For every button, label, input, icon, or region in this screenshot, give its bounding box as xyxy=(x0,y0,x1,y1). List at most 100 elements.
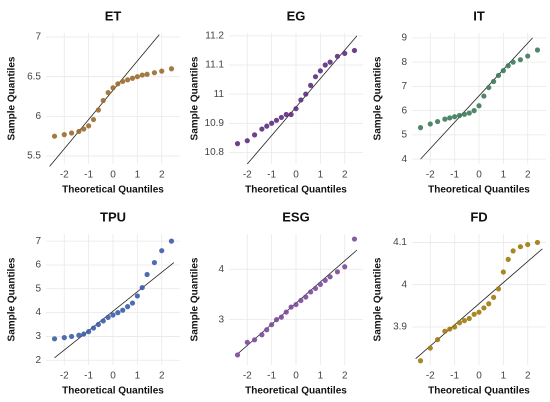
y-tick-label: 7 xyxy=(35,32,41,43)
x-tick-label: 1 xyxy=(318,371,324,382)
y-tick-label: 11.2 xyxy=(205,31,224,42)
point xyxy=(466,315,472,322)
point xyxy=(517,57,524,63)
panel-title: ET xyxy=(105,8,122,23)
point xyxy=(293,106,299,112)
point xyxy=(68,130,75,136)
point xyxy=(134,293,140,299)
point xyxy=(115,310,121,316)
point xyxy=(151,259,158,266)
point xyxy=(525,241,531,248)
point xyxy=(342,264,348,270)
point xyxy=(76,128,82,135)
point xyxy=(244,339,250,345)
x-tick-label: -2 xyxy=(243,371,252,382)
point xyxy=(303,294,309,300)
point xyxy=(456,320,463,326)
point xyxy=(168,238,175,244)
x-tick-label: -2 xyxy=(60,371,69,382)
point xyxy=(481,93,487,99)
point xyxy=(442,116,448,122)
point xyxy=(110,85,116,91)
point xyxy=(486,84,492,91)
point xyxy=(491,78,497,85)
point xyxy=(125,304,131,310)
point xyxy=(151,70,158,76)
point xyxy=(476,309,482,315)
point xyxy=(505,256,511,262)
point xyxy=(427,121,433,127)
point xyxy=(322,62,328,68)
x-tick-label: 1 xyxy=(318,170,324,181)
x-tick-label: 2 xyxy=(342,170,348,181)
y-tick-label: 4.1 xyxy=(393,237,407,248)
point xyxy=(476,103,482,109)
point xyxy=(139,284,145,291)
point xyxy=(264,327,270,333)
point xyxy=(303,91,309,97)
reference-line xyxy=(237,249,358,355)
point xyxy=(510,59,516,65)
point xyxy=(452,114,458,120)
point xyxy=(461,111,467,117)
point xyxy=(298,297,304,304)
point xyxy=(427,345,433,351)
point xyxy=(500,68,506,74)
x-tick-label: 2 xyxy=(342,371,348,382)
y-tick-label: 2 xyxy=(35,355,41,366)
point xyxy=(120,307,126,313)
point xyxy=(327,59,333,65)
x-tick-label: 0 xyxy=(476,371,482,382)
x-axis-label: Theoretical Quantiles xyxy=(245,386,347,397)
point xyxy=(251,337,258,343)
x-tick-label: 0 xyxy=(476,170,482,181)
point xyxy=(251,132,258,138)
point xyxy=(105,314,111,320)
point xyxy=(461,318,467,324)
y-axis-label: Sample Quantiles xyxy=(373,257,384,341)
point xyxy=(51,133,58,139)
point xyxy=(283,309,289,315)
point xyxy=(447,115,453,121)
point xyxy=(68,333,75,340)
point xyxy=(334,53,341,59)
y-tick-label: 10.8 xyxy=(205,147,225,158)
point xyxy=(259,126,265,132)
point xyxy=(510,248,516,254)
panel-title: ESG xyxy=(282,209,309,224)
y-tick-label: 6 xyxy=(35,111,41,122)
point xyxy=(417,125,424,131)
y-tick-label: 4 xyxy=(35,307,41,318)
point xyxy=(466,110,472,116)
point xyxy=(90,116,97,123)
point xyxy=(442,328,448,334)
point xyxy=(342,50,348,56)
point xyxy=(351,47,358,54)
x-tick-label: 0 xyxy=(110,371,116,382)
y-tick-label: 5 xyxy=(401,130,407,141)
point xyxy=(81,331,87,337)
point xyxy=(434,337,441,343)
point xyxy=(481,305,487,311)
x-tick-label: 1 xyxy=(501,170,507,181)
point xyxy=(505,63,511,69)
point xyxy=(244,138,250,144)
x-tick-label: -1 xyxy=(450,170,459,181)
point xyxy=(76,332,82,338)
x-tick-label: -2 xyxy=(426,371,435,382)
x-tick-label: -2 xyxy=(60,170,69,181)
y-tick-label: 11 xyxy=(214,89,225,100)
point xyxy=(471,311,477,317)
point xyxy=(269,120,275,126)
y-tick-label: 6 xyxy=(401,105,407,116)
panel-title: TPU xyxy=(100,209,126,224)
y-tick-label: 5.5 xyxy=(27,151,41,162)
point xyxy=(144,71,150,77)
point xyxy=(334,269,341,275)
x-tick-label: 2 xyxy=(525,371,531,382)
point xyxy=(129,300,136,306)
point xyxy=(312,74,319,80)
point xyxy=(486,301,492,307)
point xyxy=(283,111,289,118)
y-tick-label: 3 xyxy=(35,331,41,342)
